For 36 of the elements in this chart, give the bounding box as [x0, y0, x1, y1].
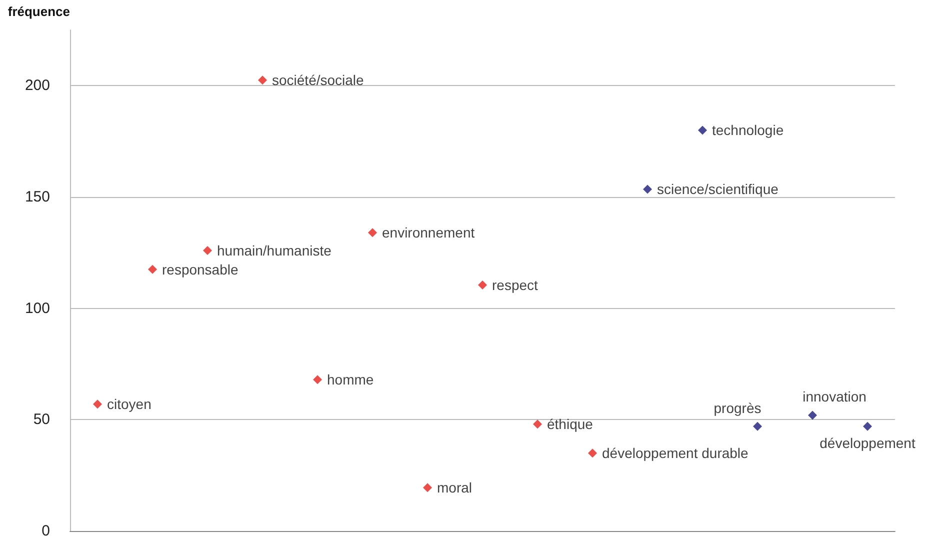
data-label: citoyen: [107, 396, 152, 412]
y-axis-title: fréquence: [8, 4, 70, 19]
point: [423, 483, 432, 492]
point: [313, 375, 322, 384]
point: [368, 228, 377, 238]
data-label: progrès: [714, 400, 762, 416]
data-label: respect: [492, 276, 538, 293]
data-label: humain/humaniste: [217, 242, 332, 258]
point: [203, 246, 212, 255]
point: [148, 264, 157, 274]
data-label: technologie: [712, 122, 784, 138]
point: [588, 448, 597, 458]
y-tick-label: 200: [24, 77, 50, 94]
point: [643, 184, 652, 194]
data-label: homme: [327, 372, 374, 388]
point: [698, 126, 707, 135]
data-label: développement durable: [602, 445, 749, 462]
point: [93, 400, 102, 409]
data-label: développement: [820, 434, 916, 451]
y-tick-label: 0: [42, 522, 50, 540]
point: [533, 420, 542, 429]
data-label: société/sociale: [272, 72, 364, 88]
data-label: environnement: [382, 224, 475, 241]
data-label: innovation: [802, 388, 866, 405]
point: [478, 280, 487, 290]
y-tick-label: 100: [24, 300, 50, 317]
y-tick-label: 50: [33, 411, 50, 428]
data-label: éthique: [547, 416, 594, 432]
point: [753, 422, 762, 431]
point: [863, 422, 872, 431]
data-label: responsable: [162, 261, 238, 278]
data-label: moral: [437, 480, 472, 496]
point: [258, 76, 267, 85]
data-label: science/scientifique: [657, 181, 779, 198]
point: [808, 410, 817, 420]
y-tick-label: 150: [24, 188, 50, 206]
